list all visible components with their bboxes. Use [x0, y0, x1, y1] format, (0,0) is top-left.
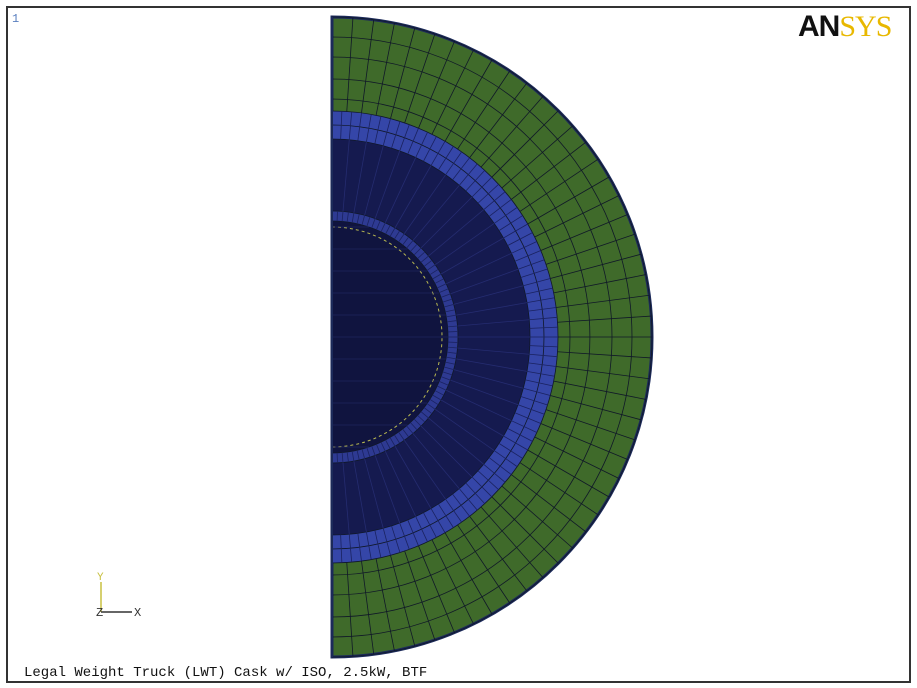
- triad-label: Z: [96, 606, 103, 620]
- body: 1 ANSYS Y Z X Legal Weight Truck (LWT) C…: [0, 0, 917, 688]
- logo-part: SYS: [839, 10, 891, 43]
- caption: Legal Weight Truck (LWT) Cask w/ ISO, 2.…: [24, 665, 427, 681]
- triad-label: X: [134, 606, 141, 620]
- triad-label: Y: [97, 572, 104, 584]
- graphics-window: 1 ANSYS Y Z X Legal Weight Truck (LWT) C…: [0, 0, 917, 688]
- logo-part: AN: [798, 10, 839, 43]
- page: {"window_number": "1", "logo": {"part1":…: [0, 0, 917, 688]
- window-number: 1: [12, 12, 19, 26]
- ansys-logo: ANSYS: [798, 10, 891, 43]
